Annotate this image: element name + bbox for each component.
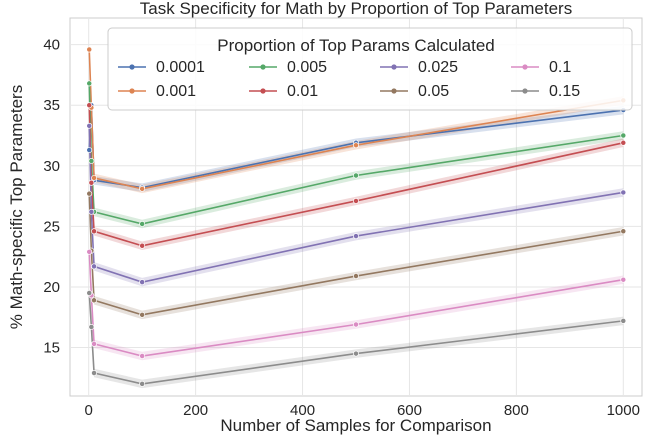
series-line-0.1	[88, 251, 624, 357]
legend-item-0.1: 0.1	[511, 59, 571, 76]
data-point	[353, 233, 359, 240]
data-point	[91, 263, 98, 270]
legend-item-0.001: 0.001	[118, 83, 196, 100]
data-point	[620, 139, 627, 146]
legend-item-0.005: 0.005	[249, 59, 327, 76]
y-tick-label: 40	[43, 37, 60, 54]
legend-box	[107, 27, 633, 111]
y-tick-label: 20	[43, 279, 60, 296]
series-band-0.005	[89, 79, 624, 229]
series-line-0.05	[88, 193, 624, 316]
data-point	[86, 147, 93, 154]
legend-label: 0.001	[156, 83, 196, 100]
legend-swatch-marker	[129, 64, 135, 70]
x-tick-label: 400	[290, 402, 315, 419]
x-tick-label: 200	[183, 402, 208, 419]
data-point	[353, 172, 359, 179]
legend-item-0.15: 0.15	[511, 83, 580, 100]
legend-label: 0.005	[287, 59, 327, 76]
legend-swatch-marker	[391, 88, 397, 94]
data-point	[620, 189, 627, 196]
legend-swatch-marker	[522, 88, 528, 94]
data-point	[139, 353, 146, 359]
y-tick-label: 15	[43, 340, 60, 357]
legend-label: 0.15	[549, 83, 580, 100]
legend-swatch-marker	[260, 64, 266, 70]
data-point	[88, 179, 95, 186]
series-line-0.001	[88, 49, 624, 190]
data-point	[86, 46, 93, 53]
legend: Proportion of Top Params Calculated 0.00…	[107, 27, 633, 111]
legend-label: 0.0001	[156, 59, 205, 76]
legend-swatch-marker	[522, 64, 528, 70]
x-tick-label: 800	[504, 402, 529, 419]
data-point	[353, 350, 359, 357]
data-point	[139, 242, 146, 249]
legend-label: 0.01	[287, 83, 318, 100]
data-point	[86, 80, 93, 87]
legend-label: 0.025	[418, 59, 458, 76]
legend-swatch-marker	[129, 88, 135, 94]
y-axis-ticks: 15 20 25 30 35 40	[43, 37, 60, 357]
legend-item-0.0001: 0.0001	[118, 59, 205, 76]
data-point	[88, 158, 95, 164]
data-point	[353, 142, 359, 149]
data-point	[91, 370, 98, 376]
data-point	[353, 197, 359, 204]
legend-item-0.025: 0.025	[380, 59, 458, 76]
data-point	[139, 185, 146, 192]
legend-swatch-marker	[391, 64, 397, 70]
x-tick-label: 600	[397, 402, 422, 419]
chart-title: Task Specificity for Math by Proportion …	[140, 0, 572, 18]
data-point	[91, 297, 98, 304]
legend-title: Proportion of Top Params Calculated	[217, 36, 495, 55]
series-band-0.001	[89, 45, 624, 194]
data-point	[353, 321, 359, 328]
x-tick-label: 1000	[607, 402, 640, 419]
legend-swatch-marker	[260, 88, 266, 94]
data-point	[88, 323, 95, 330]
data-point	[86, 190, 93, 197]
data-point	[86, 122, 93, 129]
data-point	[86, 290, 93, 296]
y-tick-label: 35	[43, 97, 60, 114]
data-point	[88, 208, 95, 215]
legend-items: 0.0001 0.001 0.005 0.01 0.025 0.05 0.1 0.15	[118, 59, 580, 100]
data-point	[139, 221, 146, 227]
x-tick-label: 0	[85, 402, 93, 419]
legend-item-0.05: 0.05	[380, 83, 449, 100]
legend-label: 0.05	[418, 83, 449, 100]
legend-label: 0.1	[549, 59, 571, 76]
data-point	[86, 102, 93, 109]
y-tick-label: 30	[43, 158, 60, 175]
data-point	[139, 311, 146, 318]
data-point	[91, 174, 98, 181]
legend-item-0.01: 0.01	[249, 83, 318, 100]
data-point	[620, 317, 627, 324]
series-line-0.15	[88, 292, 624, 385]
data-point	[620, 228, 627, 235]
series-points	[86, 46, 627, 387]
data-point	[353, 273, 359, 280]
y-axis-label: % Math-specific Top Parameters	[7, 85, 26, 329]
data-point	[91, 340, 98, 347]
data-point	[620, 132, 627, 139]
x-axis-ticks: 0 200 400 600 800 1000	[85, 402, 640, 419]
x-axis-label: Number of Samples for Comparison	[220, 416, 491, 435]
y-tick-label: 25	[43, 218, 60, 235]
data-point	[139, 380, 146, 387]
data-point	[91, 228, 98, 235]
data-point	[86, 248, 93, 255]
data-point	[620, 276, 627, 283]
series-line-0.025	[88, 125, 624, 283]
data-point	[139, 279, 146, 286]
